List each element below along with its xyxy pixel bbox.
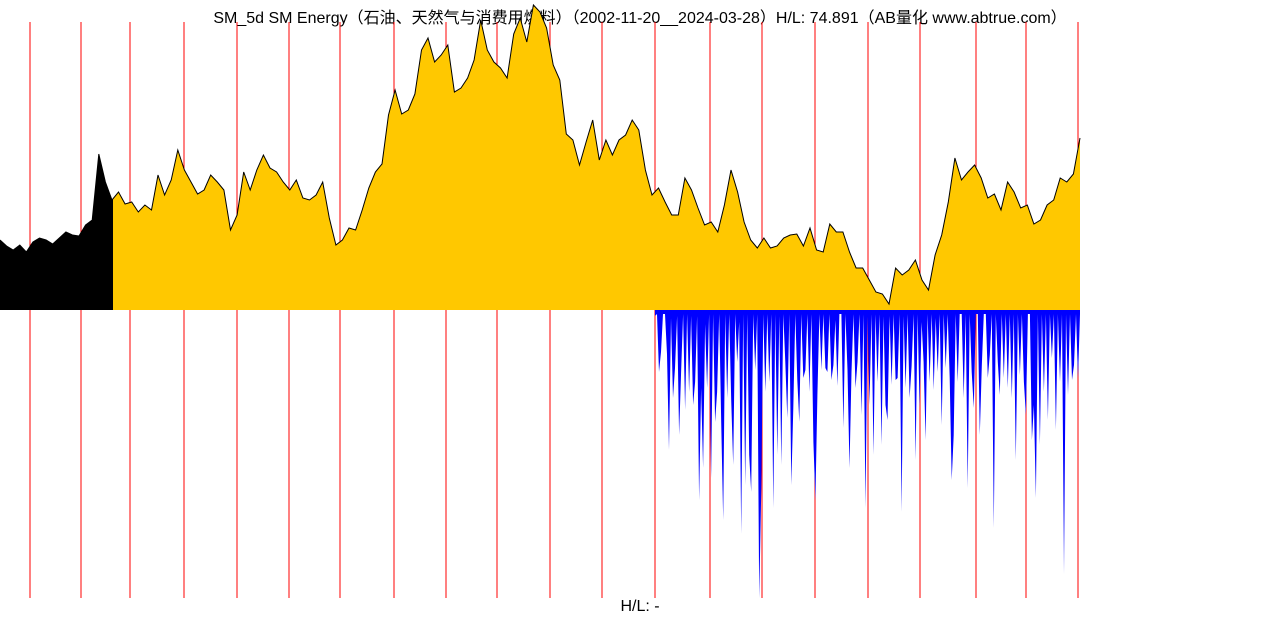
bottom-label: H/L: - <box>0 598 1280 616</box>
chart-svg <box>0 0 1280 620</box>
chart-container: SM_5d SM Energy（石油、天然气与消费用燃料）（2002-11-20… <box>0 0 1280 620</box>
